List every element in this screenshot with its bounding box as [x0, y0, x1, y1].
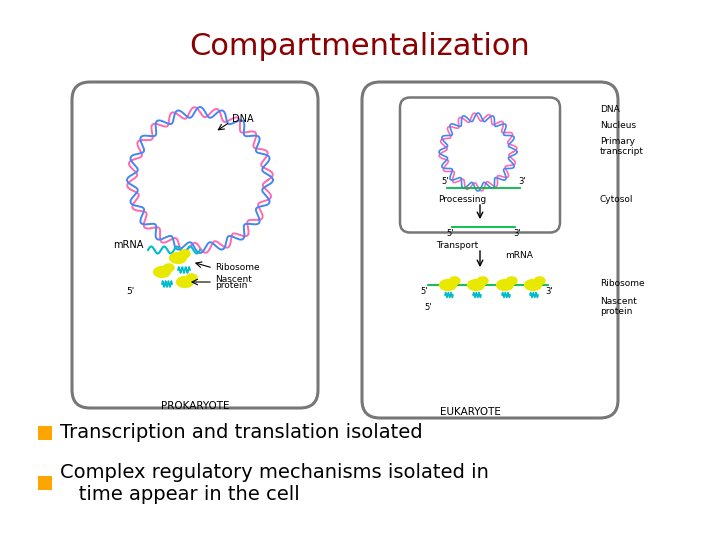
- Text: Processing: Processing: [438, 195, 486, 205]
- Text: 5': 5': [126, 287, 134, 296]
- Ellipse shape: [440, 280, 456, 291]
- Ellipse shape: [477, 277, 488, 285]
- Text: protein: protein: [600, 307, 632, 315]
- FancyBboxPatch shape: [400, 98, 560, 233]
- Text: protein: protein: [215, 281, 248, 291]
- Text: Compartmentalization: Compartmentalization: [189, 32, 531, 61]
- FancyBboxPatch shape: [38, 476, 52, 490]
- FancyBboxPatch shape: [72, 82, 318, 408]
- Text: Transcription and translation isolated: Transcription and translation isolated: [60, 423, 423, 442]
- Text: transcript: transcript: [600, 146, 644, 156]
- Ellipse shape: [534, 277, 545, 285]
- Text: Ribosome: Ribosome: [600, 280, 644, 288]
- Text: Ribosome: Ribosome: [215, 264, 260, 273]
- Ellipse shape: [449, 277, 460, 285]
- Text: mRNA: mRNA: [505, 251, 533, 260]
- Ellipse shape: [176, 276, 194, 287]
- Ellipse shape: [506, 277, 517, 285]
- Text: DNA: DNA: [232, 114, 253, 124]
- Text: Cytosol: Cytosol: [600, 195, 634, 205]
- Ellipse shape: [153, 267, 171, 278]
- Text: 5': 5': [446, 228, 454, 238]
- FancyBboxPatch shape: [362, 82, 618, 418]
- Ellipse shape: [467, 280, 485, 291]
- Ellipse shape: [179, 250, 190, 258]
- FancyBboxPatch shape: [38, 426, 52, 440]
- Ellipse shape: [186, 274, 197, 282]
- Text: EUKARYOTE: EUKARYOTE: [440, 407, 500, 417]
- Text: 3': 3': [545, 287, 553, 295]
- Text: Transport: Transport: [436, 241, 478, 251]
- Text: Nucleus: Nucleus: [600, 120, 636, 130]
- Ellipse shape: [497, 280, 513, 291]
- Text: 5': 5': [420, 287, 428, 295]
- Text: 5': 5': [424, 302, 431, 312]
- Text: Primary: Primary: [600, 138, 635, 146]
- Ellipse shape: [525, 280, 541, 291]
- Ellipse shape: [163, 264, 174, 272]
- Text: DNA: DNA: [600, 105, 620, 114]
- Text: 3': 3': [513, 228, 521, 238]
- Text: 5': 5': [441, 178, 449, 186]
- Ellipse shape: [170, 253, 186, 264]
- Text: 3': 3': [518, 178, 526, 186]
- Text: PROKARYOTE: PROKARYOTE: [161, 401, 229, 411]
- Text: Complex regulatory mechanisms isolated in
   time appear in the cell: Complex regulatory mechanisms isolated i…: [60, 462, 489, 503]
- Text: Nascent: Nascent: [600, 298, 637, 307]
- Text: Nascent: Nascent: [215, 274, 252, 284]
- Text: mRNA: mRNA: [113, 240, 143, 250]
